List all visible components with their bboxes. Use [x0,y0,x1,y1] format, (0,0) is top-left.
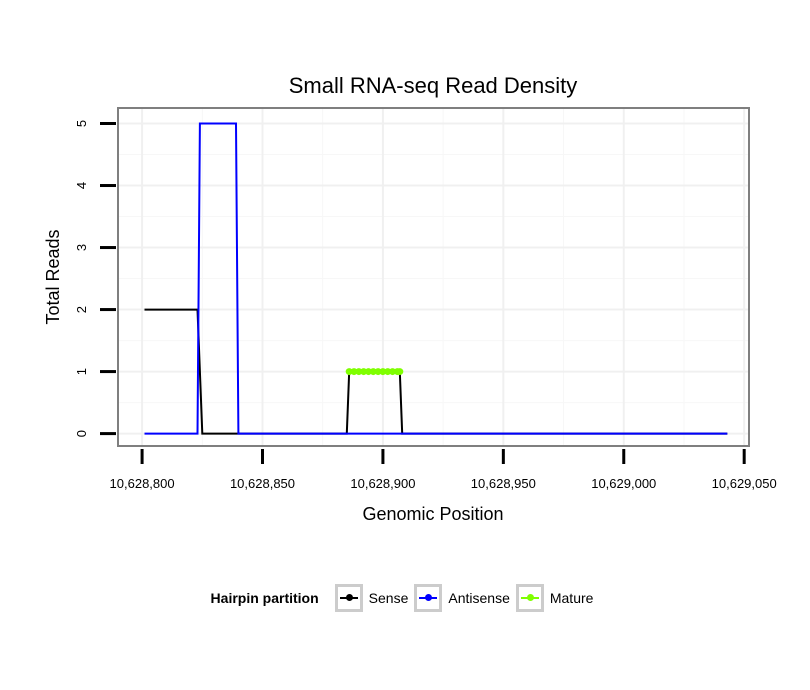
y-tick-label: 3 [74,244,89,251]
series-mature-point [379,368,387,376]
chart-title: Small RNA-seq Read Density [289,73,578,98]
legend-dot-sense [345,594,353,601]
series-antisense-line [144,122,728,435]
y-tick-label: 5 [74,120,89,127]
legend-key-mature [515,584,544,612]
x-tick-label: 10,628,900 [350,476,415,491]
series-mature-point [374,368,382,376]
legend-label-antisense: Antisense [448,590,510,606]
series-mature-point [364,368,372,376]
x-tick-label: 10,629,000 [591,476,656,491]
y-tick-label: 1 [74,368,89,375]
series-mature-point [396,368,404,376]
legend-key-sense [334,584,363,612]
legend-item-antisense: Antisense [414,584,510,612]
legend-item-sense: Sense [334,584,409,612]
grid-minor [118,108,749,446]
series-mature-point [360,368,368,376]
series-mature-point [384,368,392,376]
legend-key-antisense [414,584,443,612]
y-tick-label: 0 [74,430,89,437]
legend-label-mature: Mature [549,590,594,606]
series-mature-point [355,368,363,376]
legend-dot-antisense [425,594,433,601]
series-layer [144,122,728,435]
plot-panel [118,108,749,446]
series-mature-point [389,368,397,376]
legend-title: Hairpin partition [210,590,319,606]
legend-item-mature: Mature [515,584,594,612]
series-mature-point [369,368,377,376]
legend: Hairpin partition Sense Antisense Mature [0,576,810,620]
series-mature-point [350,368,358,376]
y-axis-label: Total Reads [43,229,63,324]
y-axis: 0 1 2 3 4 5 [74,120,116,437]
x-tick-label: 10,628,850 [230,476,295,491]
x-axis: 10,628,800 10,628,850 10,628,900 10,628,950… [110,449,777,491]
x-axis-label: Genomic Position [362,504,503,524]
x-tick-label: 10,628,950 [471,476,536,491]
x-tick-label: 10,629,050 [712,476,777,491]
plot-border [117,107,750,447]
y-tick-label: 2 [74,306,89,313]
legend-dot-mature [526,594,534,601]
series-mature-point [345,368,353,376]
legend-label-sense: Sense [368,590,409,606]
y-tick-label: 4 [74,182,89,189]
x-tick-label: 10,628,800 [110,476,175,491]
